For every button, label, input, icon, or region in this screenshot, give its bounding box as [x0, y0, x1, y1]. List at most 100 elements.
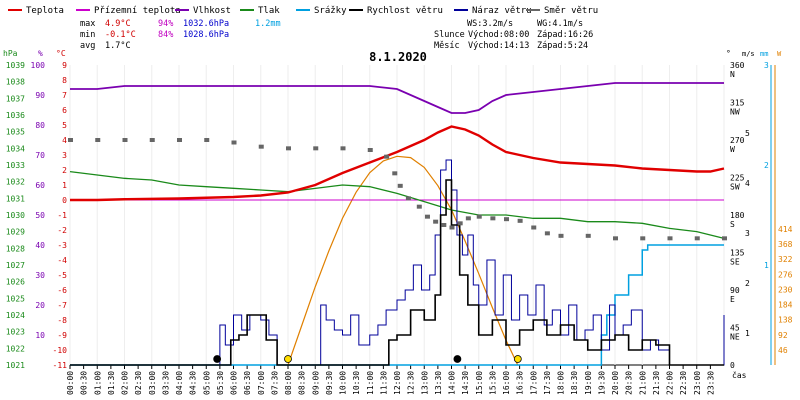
legend-label: Teplota [26, 6, 64, 16]
hpa-tick: 1025 [6, 294, 25, 303]
dir-tick: 135 [730, 249, 745, 258]
wm2-tick: 46 [778, 346, 788, 355]
legend-label: Srážky [314, 6, 347, 16]
hpa-tick: 1021 [6, 361, 25, 370]
x-tick-label: 14:00 [448, 371, 457, 395]
sun-rise: Východ:08:00 [468, 30, 529, 40]
wind-direction-point [490, 216, 496, 221]
dir-label: S [730, 220, 735, 229]
x-tick-label: 09:30 [325, 371, 334, 395]
hpa-tick: 1026 [6, 278, 25, 287]
degc-tick: 8 [62, 76, 67, 85]
x-tick-label: 18:00 [557, 371, 566, 395]
moon-set: Západ:5:24 [537, 41, 588, 51]
degc-tick: -8 [57, 316, 67, 325]
x-tick-label: 06:00 [230, 371, 239, 395]
moon-rise: Východ:14:13 [468, 41, 529, 51]
wm2-tick: 138 [778, 316, 793, 325]
degc-tick: 2 [62, 166, 67, 175]
wind-direction-point [640, 236, 646, 241]
stat-value: 1.2mm [255, 19, 281, 29]
hpa-tick: 1024 [6, 311, 25, 320]
x-axis-label: čas [732, 370, 747, 380]
wind-direction-point [722, 236, 727, 241]
wind-direction-point [313, 146, 319, 151]
wind-direction-point [231, 140, 237, 145]
x-tick-label: 20:30 [625, 371, 634, 395]
dir-tick: 270 [730, 136, 745, 145]
wind-direction-point [149, 138, 155, 142]
x-tick-label: 12:00 [393, 371, 402, 395]
hpa-unit: hPa [3, 49, 18, 58]
degc-tick: -11 [53, 361, 68, 370]
degc-tick: -2 [57, 226, 67, 235]
degc-unit: °C [56, 49, 66, 58]
degc-tick: 9 [62, 61, 67, 70]
stat-value: 1032.6hPa [183, 19, 229, 29]
dir-unit: ° [726, 49, 731, 58]
degc-tick: -3 [57, 241, 67, 250]
x-tick-label: 17:00 [529, 371, 538, 395]
series [68, 82, 727, 366]
x-tick-label: 21:00 [638, 371, 647, 395]
sun-moon-markers [213, 355, 522, 363]
x-tick-label: 03:30 [161, 371, 170, 395]
x-tick-label: 06:30 [243, 371, 252, 395]
x-tick-label: 16:00 [502, 371, 511, 395]
hpa-tick: 1022 [6, 344, 25, 353]
stat-value: 4.9°C [105, 19, 131, 29]
legend-label: Tlak [258, 6, 280, 16]
x-tick-label: 07:30 [270, 371, 279, 395]
hpa-tick: 1023 [6, 328, 25, 337]
degc-tick: 5 [62, 121, 67, 130]
hpa-tick: 1029 [6, 228, 25, 237]
sunrise-marker [284, 355, 292, 363]
hpa-tick: 1030 [6, 211, 25, 220]
ms-tick: 2 [745, 279, 750, 288]
x-tick-label: 23:30 [706, 371, 715, 395]
sunset-marker [513, 355, 522, 363]
pct-tick: 80 [35, 121, 45, 130]
wm2-tick: 230 [778, 285, 793, 294]
pct-tick: 40 [35, 241, 45, 250]
hpa-tick: 1036 [6, 111, 25, 120]
x-tick-label: 03:00 [148, 371, 157, 395]
wm2-tick: 322 [778, 255, 793, 264]
stat-value: -0.1°C [105, 30, 136, 40]
wind-direction-point [667, 236, 673, 241]
degc-tick: -9 [57, 331, 67, 340]
x-tick-label: 11:00 [366, 371, 375, 395]
stat-value: min [80, 30, 95, 40]
x-tick-label: 02:00 [121, 371, 130, 395]
wind-direction-point [392, 171, 398, 176]
sun-label: Slunce [434, 30, 465, 40]
wind-direction-point [465, 216, 471, 221]
hpa-tick: 1038 [6, 78, 25, 87]
hpa-tick: 1027 [6, 261, 25, 270]
wind-direction-point [177, 138, 182, 142]
mm-tick: 2 [764, 161, 769, 170]
moonrise-marker [453, 355, 462, 363]
x-tick-label: 08:00 [284, 371, 293, 395]
legend: Teplota Přízemní teplota Vlhkost Tlak Srážky… [8, 6, 598, 16]
legend-label: Rychlost větru [367, 6, 443, 16]
sun-set: Západ:16:26 [537, 30, 593, 40]
wind-direction-point [476, 214, 482, 219]
x-tick-label: 19:30 [597, 371, 606, 395]
stat-value: max [80, 19, 95, 29]
moon-label: Měsíc [434, 41, 460, 51]
x-tick-label: 05:00 [202, 371, 211, 395]
legend-label: Náraz větru [472, 6, 532, 16]
hpa-tick: 1033 [6, 161, 25, 170]
dir-label: N [730, 70, 735, 79]
dir-tick: 90 [730, 286, 740, 295]
wind-direction-point [613, 236, 618, 241]
x-tick-label: 17:30 [543, 371, 552, 395]
dir-label: SE [730, 258, 740, 267]
ms-tick: 5 [745, 129, 750, 138]
sun-radiation-line [287, 155, 519, 366]
degc-tick: -6 [57, 286, 67, 295]
pressure-line [69, 171, 725, 239]
degc-tick: 0 [62, 196, 67, 205]
pct-tick: 70 [35, 151, 45, 160]
